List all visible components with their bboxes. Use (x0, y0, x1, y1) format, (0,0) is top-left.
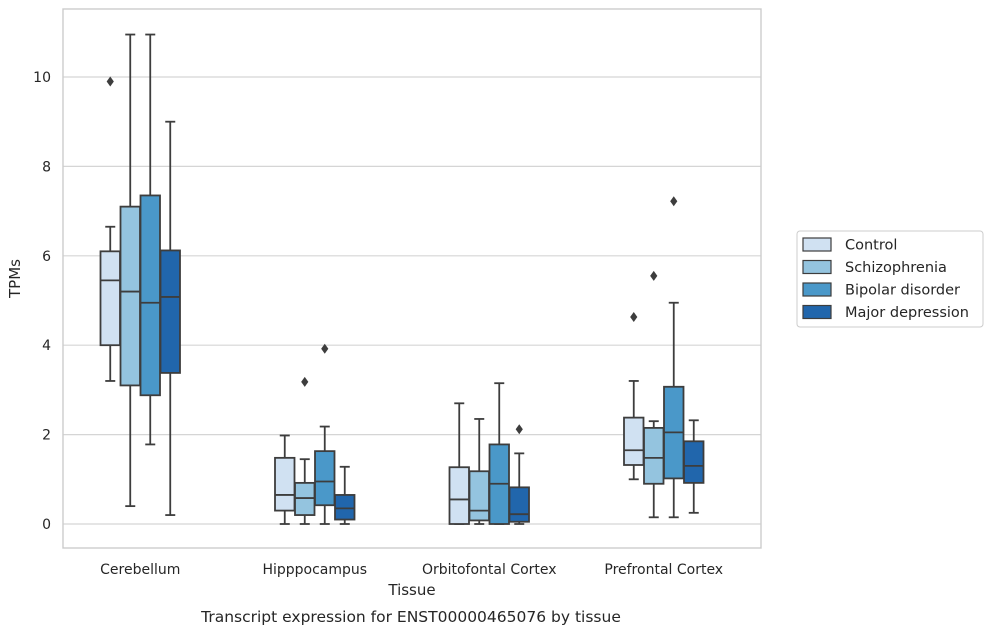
box-layer (99, 33, 705, 525)
box-control-cerebellum (99, 76, 121, 382)
legend-label-control: Control (845, 238, 897, 254)
iqr-box (274, 456, 296, 512)
iqr-box (448, 466, 470, 525)
box-schizophrenia-orbitofontal-cortex (468, 418, 490, 525)
outlier-point (321, 343, 329, 354)
iqr-box (623, 416, 645, 466)
box-schizophrenia-prefrontal-cortex (643, 270, 665, 519)
iqr-box (99, 250, 121, 347)
iqr-box (139, 194, 161, 397)
box-bipolar-disorder-orbitofontal-cortex (488, 382, 510, 525)
box-bipolar-disorder-hipppocampus (314, 343, 336, 525)
box-schizophrenia-hipppocampus (294, 376, 316, 525)
box-control-hipppocampus (274, 434, 296, 525)
legend: Control Schizophrenia Bipolar disorder Majo… (796, 230, 984, 328)
outlier-point (670, 196, 678, 207)
iqr-box (159, 249, 181, 374)
y-tick-label: 10 (33, 70, 51, 86)
legend-label-major-depression: Major depression (845, 305, 969, 321)
x-tick-labels: Cerebellum Hipppocampus Orbitofontal Corte… (100, 562, 723, 578)
y-tick-label: 8 (42, 159, 51, 175)
iqr-box (643, 426, 665, 485)
box-major-depression-orbitofontal-cortex (508, 424, 530, 525)
x-tick-label: Cerebellum (100, 562, 180, 578)
legend-swatch-major-depression (802, 304, 832, 320)
box-control-prefrontal-cortex (623, 312, 645, 481)
outlier-point (650, 270, 658, 281)
box-control-orbitofontal-cortex (448, 402, 470, 525)
y-tick-label: 2 (42, 428, 51, 444)
iqr-box (314, 450, 336, 507)
box-bipolar-disorder-prefrontal-cortex (663, 196, 685, 519)
iqr-box (468, 470, 490, 522)
x-tick-label: Prefrontal Cortex (604, 562, 723, 578)
outlier-point (301, 376, 309, 387)
legend-frame (796, 230, 984, 328)
y-tick-label: 4 (42, 338, 51, 354)
box-bipolar-disorder-cerebellum (139, 33, 161, 446)
plot-frame (62, 8, 762, 549)
outlier-point (515, 424, 523, 435)
legend-label-bipolar-disorder: Bipolar disorder (845, 283, 960, 299)
iqr-box (683, 440, 705, 484)
y-axis-title: TPMs (6, 259, 24, 299)
y-tick-labels: 0 2 4 6 8 10 (33, 70, 51, 533)
outlier-point (630, 312, 638, 323)
iqr-box (508, 486, 530, 523)
legend-swatch-control (802, 237, 832, 252)
y-tick-label: 6 (42, 249, 51, 265)
box-major-depression-hipppocampus (334, 465, 356, 525)
legend-swatch-schizophrenia (802, 259, 832, 275)
chart-caption: Transcript expression for ENST0000046507… (200, 608, 621, 626)
iqr-box (334, 494, 356, 521)
outlier-point (106, 76, 114, 87)
box-schizophrenia-cerebellum (119, 33, 141, 508)
legend-label-schizophrenia: Schizophrenia (845, 260, 947, 276)
x-axis-title: Tissue (387, 581, 435, 599)
x-tick-label: Orbitofontal Cortex (422, 562, 557, 578)
iqr-box (119, 205, 141, 387)
legend-swatch-bipolar-disorder (802, 282, 832, 297)
box-major-depression-prefrontal-cortex (683, 419, 705, 514)
x-tick-label: Hipppocampus (262, 562, 367, 578)
y-tick-label: 0 (42, 517, 51, 533)
box-major-depression-cerebellum (159, 120, 181, 516)
